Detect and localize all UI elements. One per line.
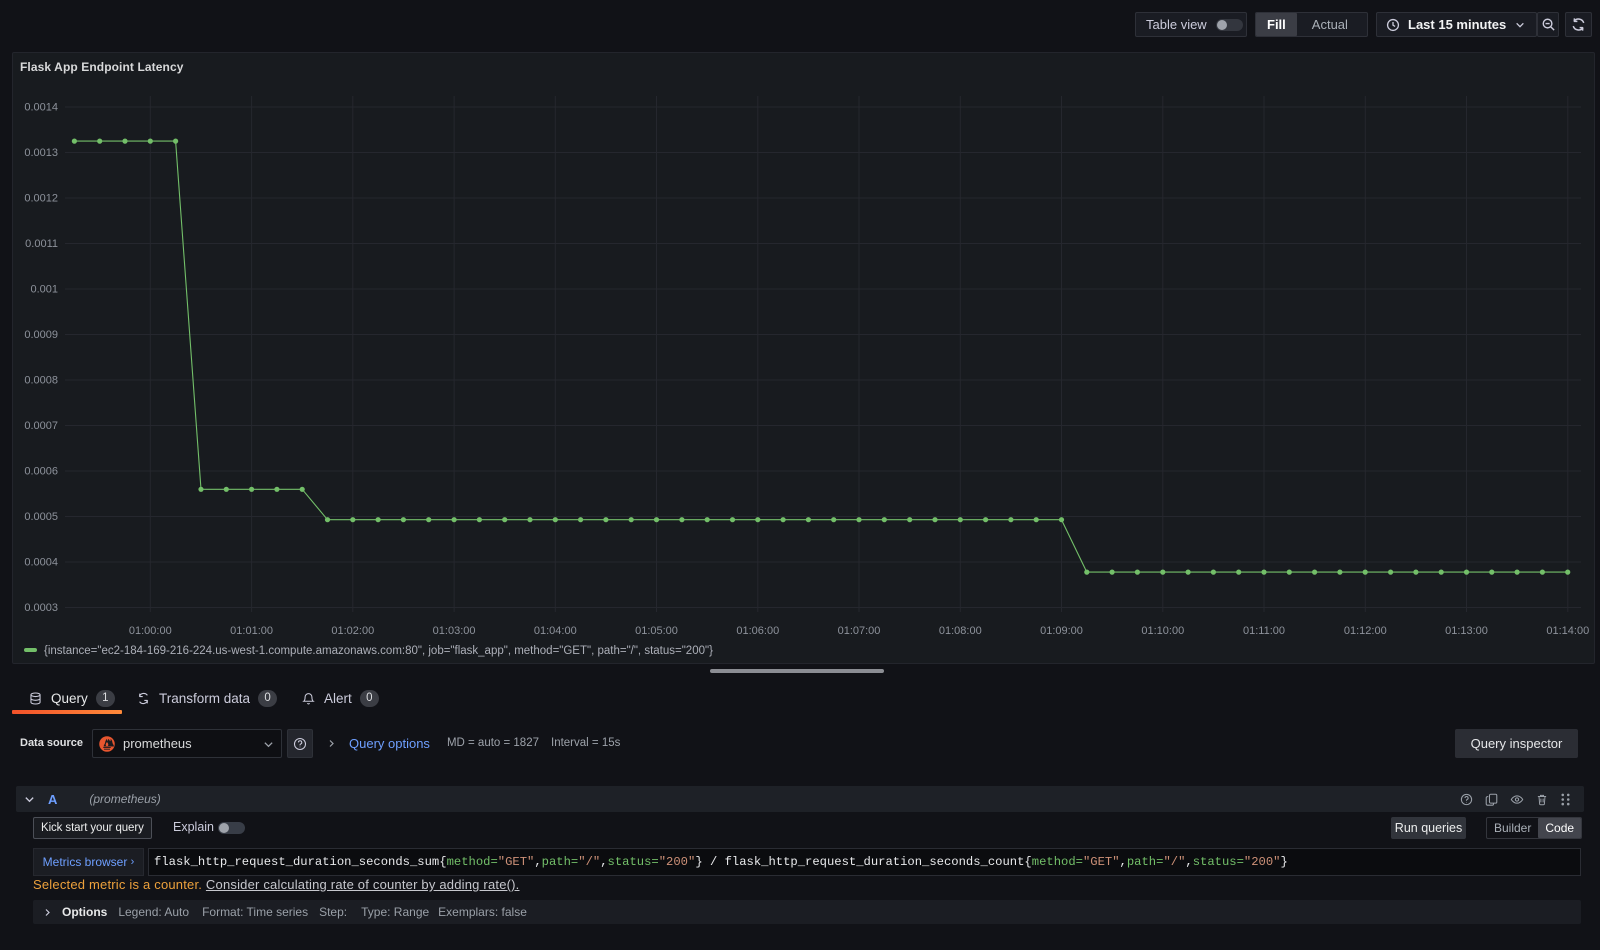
svg-text:01:01:00: 01:01:00 (230, 625, 273, 637)
svg-text:0.001: 0.001 (30, 284, 58, 296)
svg-text:0.0006: 0.0006 (24, 466, 58, 478)
svg-text:0.0008: 0.0008 (24, 375, 58, 387)
svg-text:01:03:00: 01:03:00 (433, 625, 476, 637)
svg-text:0.0007: 0.0007 (24, 420, 58, 432)
svg-text:01:09:00: 01:09:00 (1040, 625, 1083, 637)
svg-text:01:07:00: 01:07:00 (838, 625, 881, 637)
svg-text:01:00:00: 01:00:00 (129, 625, 172, 637)
svg-text:0.0005: 0.0005 (24, 511, 58, 523)
svg-text:0.0003: 0.0003 (24, 602, 58, 614)
svg-text:0.0012: 0.0012 (24, 193, 58, 205)
svg-text:01:08:00: 01:08:00 (939, 625, 982, 637)
svg-text:01:05:00: 01:05:00 (635, 625, 678, 637)
svg-text:0.0004: 0.0004 (24, 557, 58, 569)
svg-text:01:13:00: 01:13:00 (1445, 625, 1488, 637)
svg-text:0.0013: 0.0013 (24, 147, 58, 159)
svg-text:01:04:00: 01:04:00 (534, 625, 577, 637)
svg-text:01:02:00: 01:02:00 (331, 625, 374, 637)
svg-text:01:12:00: 01:12:00 (1344, 625, 1387, 637)
svg-text:01:11:00: 01:11:00 (1243, 625, 1285, 637)
svg-text:0.0009: 0.0009 (24, 329, 58, 341)
svg-text:0.0011: 0.0011 (25, 238, 58, 250)
svg-text:01:10:00: 01:10:00 (1141, 625, 1184, 637)
svg-text:01:06:00: 01:06:00 (736, 625, 779, 637)
svg-text:0.0014: 0.0014 (24, 102, 58, 114)
svg-text:01:14:00: 01:14:00 (1546, 625, 1589, 637)
